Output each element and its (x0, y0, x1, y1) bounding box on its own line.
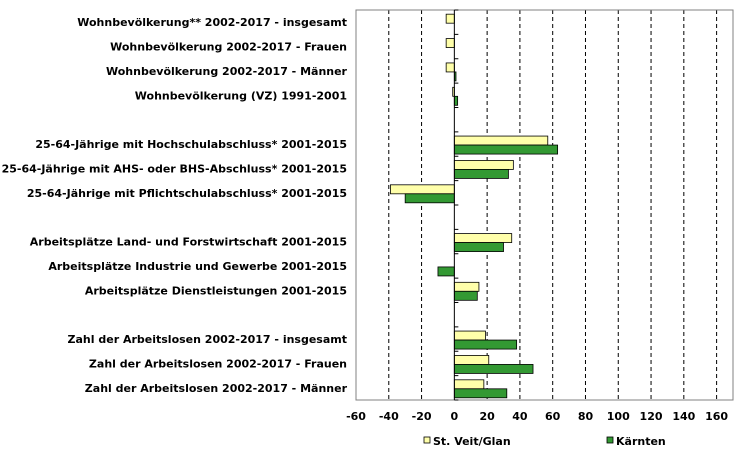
bar-kaernten (453, 339, 518, 350)
bar-st-veit (390, 184, 455, 195)
bar-kaernten (453, 242, 504, 252)
bar-st-veit (453, 135, 549, 146)
x-tick-label: 80 (578, 410, 594, 423)
category-label: Arbeitsplätze Industrie und Gewerbe 2001… (48, 260, 347, 273)
legend-swatch (423, 436, 431, 444)
bar-st-veit (453, 355, 490, 365)
x-tick-label: 120 (640, 410, 663, 423)
gridlines (355, 10, 718, 400)
plot-frame (355, 9, 734, 401)
legend: St. Veit/Glan Kärnten (423, 435, 666, 448)
category-label: Zahl der Arbeitslosen 2002-2017 - Frauen (89, 357, 347, 370)
x-tick-label: 0 (451, 410, 459, 423)
bar-kaernten (437, 266, 455, 277)
bar-st-veit (453, 330, 486, 341)
x-tick-label: 100 (607, 410, 630, 423)
x-tick-label: 40 (512, 410, 528, 423)
category-label: Wohnbevölkerung 2002-2017 - Männer (106, 65, 348, 78)
x-tick-label: 20 (479, 410, 495, 423)
bar-kaernten (453, 388, 508, 399)
category-label: Wohnbevölkerung** 2002-2017 - insgesamt (77, 16, 347, 29)
x-tick-label: -20 (412, 410, 432, 423)
legend-label: Kärnten (616, 435, 666, 448)
legend-label: St. Veit/Glan (433, 435, 511, 448)
x-tick-label: -40 (379, 410, 399, 423)
x-tick-label: -60 (346, 410, 366, 423)
bar-st-veit (445, 62, 455, 73)
bar-st-veit (445, 13, 455, 24)
category-label: Zahl der Arbeitslosen 2002-2017 - Männer (85, 382, 348, 395)
category-label: Arbeitsplätze Land- und Forstwirtschaft … (30, 236, 347, 249)
bar-kaernten (453, 290, 478, 301)
category-label: 25-64-Jährige mit AHS- oder BHS-Abschlus… (2, 162, 347, 175)
x-tick-label: 60 (545, 410, 561, 423)
bar-kaernten (404, 193, 455, 204)
category-label: Zahl der Arbeitslosen 2002-2017 - insges… (68, 333, 347, 346)
bar-kaernten (453, 169, 509, 179)
bar-st-veit (445, 38, 455, 48)
category-label: 25-64-Jährige mit Hochschulabschluss* 20… (35, 138, 347, 151)
bar-kaernten (453, 144, 559, 155)
axes (355, 9, 734, 401)
x-tick-label: 160 (705, 410, 728, 423)
bar-st-veit (453, 379, 485, 390)
category-label: Arbeitsplätze Dienstleistungen 2001-2015 (85, 284, 347, 297)
bar-st-veit (453, 160, 514, 170)
bar-st-veit (453, 233, 513, 243)
category-labels: Wohnbevölkerung** 2002-2017 - insgesamt W… (2, 16, 348, 395)
category-label: 25-64-Jährige mit Pflichtschulabschluss*… (27, 187, 347, 200)
category-label: Wohnbevölkerung (VZ) 1991-2001 (135, 89, 347, 102)
bars (390, 13, 559, 399)
legend-swatch (606, 436, 614, 444)
bar-st-veit (453, 281, 480, 292)
category-label: Wohnbevölkerung 2002-2017 - Frauen (110, 41, 347, 54)
x-tick-label: 140 (672, 410, 695, 423)
tick-labels: -60 -40 -20 0 20 40 60 80 100 120 140 160 (346, 410, 728, 423)
bar-kaernten (453, 364, 534, 374)
